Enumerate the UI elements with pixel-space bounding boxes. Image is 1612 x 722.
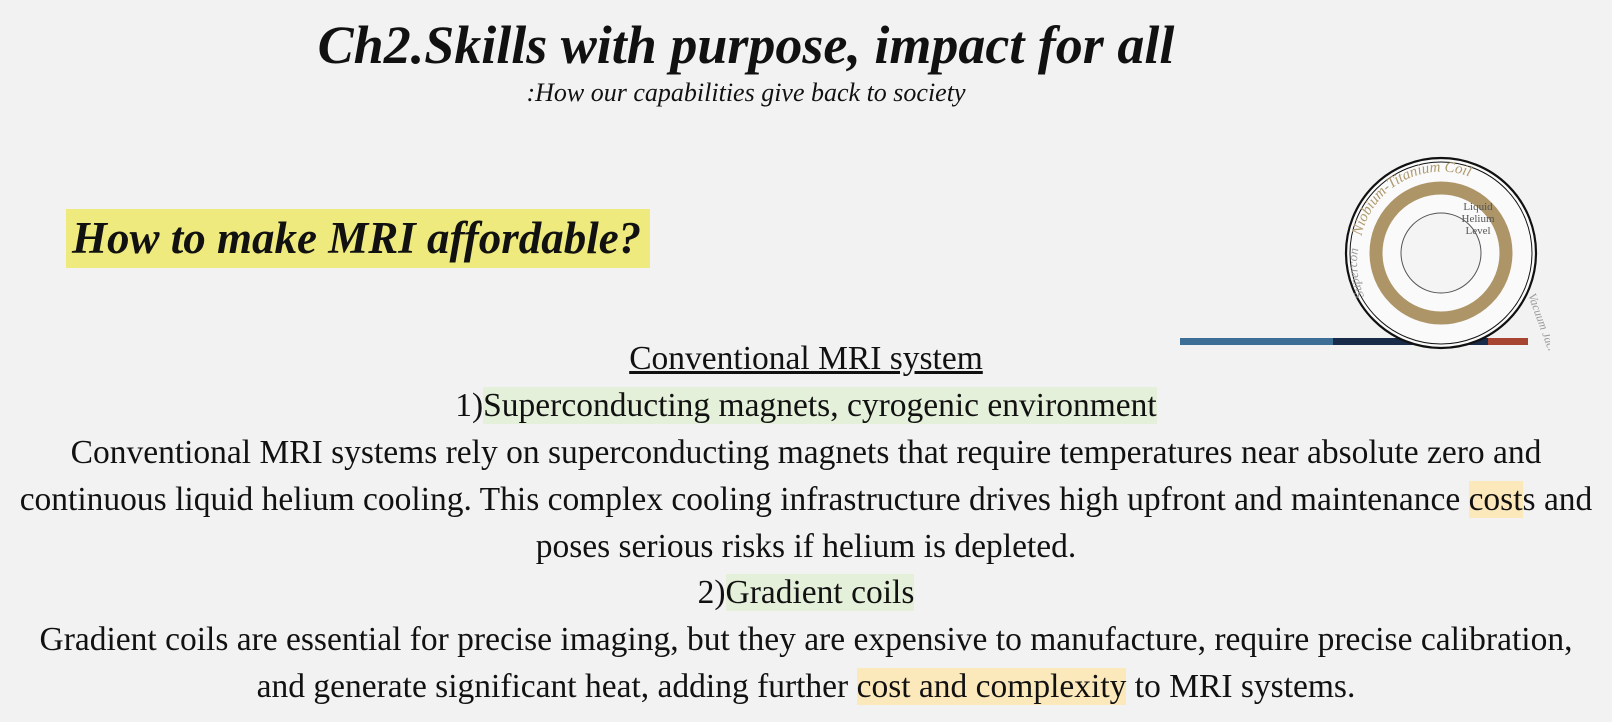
svg-text:Vacuum Jacket: Vacuum Jacket [1525, 291, 1550, 352]
svg-text:Liquid: Liquid [1463, 201, 1493, 213]
svg-text:Level: Level [1465, 225, 1490, 237]
svg-text:Helium: Helium [1462, 213, 1495, 225]
